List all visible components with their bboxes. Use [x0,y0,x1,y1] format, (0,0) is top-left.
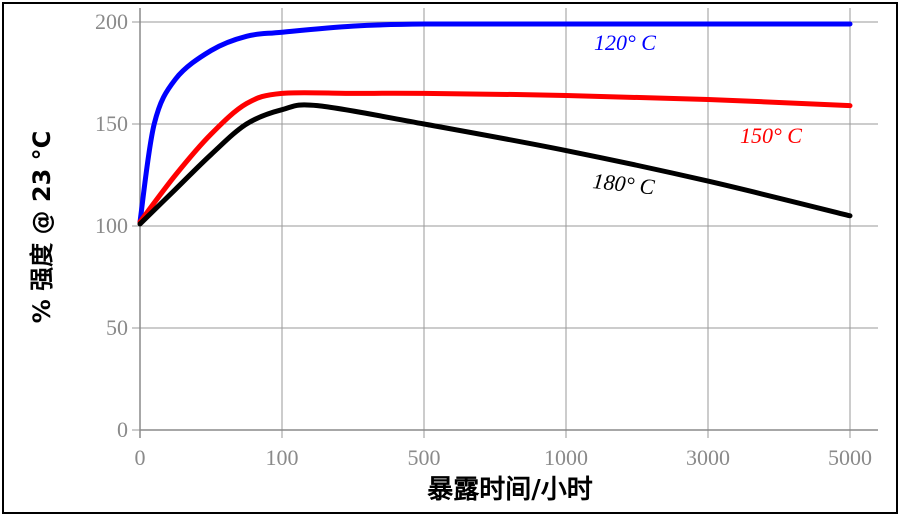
series-label-150c: 150° C [740,123,802,148]
y-tick-label: 150 [95,111,128,136]
y-tick-label: 0 [117,417,128,442]
series-line-150c [137,90,853,225]
y-tick-label: 100 [95,213,128,238]
y-tick-label: 50 [106,315,128,340]
tick-labels: 0 50 100 150 200 0 100 500 1000 3000 5000 [95,9,872,470]
x-tick-label: 5000 [828,445,872,470]
x-tick-label: 3000 [686,445,730,470]
y-tick-label: 200 [95,9,128,34]
series-lines [137,21,853,227]
series-line-120c [137,21,853,225]
chart-frame [2,2,898,514]
axes [139,8,878,438]
x-tick-label: 1000 [544,445,588,470]
series-line-180c [137,102,853,227]
grid [132,8,878,438]
x-tick-label: 0 [135,445,146,470]
x-tick-label: 500 [408,445,441,470]
series-label-180c: 180° C [591,168,656,199]
y-axis-label: % 强度 @ 23 °C [28,131,56,323]
series-annotations: 120° C 150° C 180° C [591,30,802,199]
x-tick-label: 100 [266,445,299,470]
x-axis-label: 暴露时间/小时 [427,475,593,505]
series-label-120c: 120° C [594,30,656,55]
